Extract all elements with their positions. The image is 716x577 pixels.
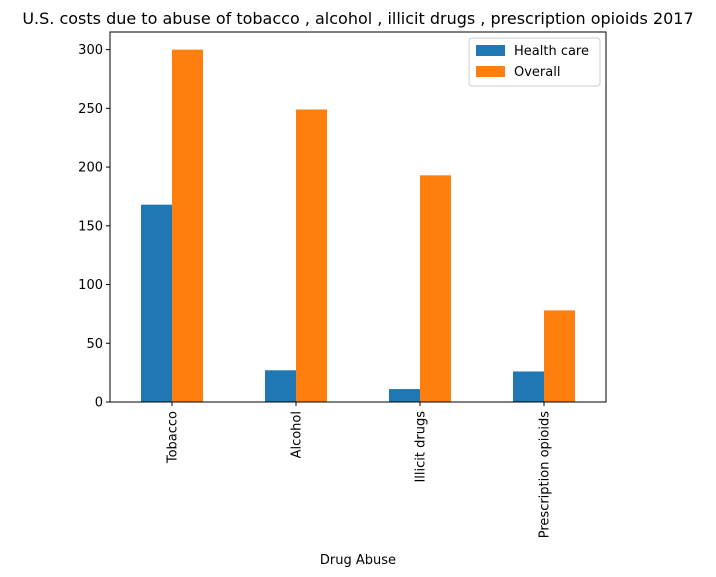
chart-title: U.S. costs due to abuse of tobacco , alc… — [22, 9, 693, 28]
y-tick-label: 0 — [95, 396, 103, 411]
y-tick-label: 300 — [78, 43, 103, 58]
y-tick-label: 250 — [78, 102, 103, 117]
x-tick-label-prescription-opioids: Prescription opioids — [538, 411, 553, 538]
legend-label-health-care: Health care — [514, 44, 589, 59]
x-axis: Tobacco Alcohol Illicit drugs Prescription … — [166, 402, 553, 538]
bar-health-care-illicit-drugs — [389, 389, 420, 402]
bar-overall-prescription-opioids — [544, 310, 575, 402]
x-tick-label-illicit-drugs: Illicit drugs — [414, 411, 429, 483]
legend-swatch-overall — [476, 66, 505, 77]
y-axis: 0 50 100 150 200 250 300 — [78, 43, 110, 411]
legend: Health care Overall — [468, 37, 601, 87]
bar-health-care-prescription-opioids — [513, 371, 544, 402]
bar-overall-tobacco — [172, 49, 203, 402]
x-tick-label-alcohol: Alcohol — [290, 411, 305, 458]
y-tick-label: 50 — [86, 337, 103, 352]
bar-overall-illicit-drugs — [420, 175, 451, 402]
y-tick-label: 100 — [78, 278, 103, 293]
x-axis-label: Drug Abuse — [320, 553, 396, 568]
plot-frame — [109, 31, 607, 403]
bar-overall-alcohol — [296, 109, 327, 403]
y-tick-label: 150 — [78, 219, 103, 234]
y-tick-label: 200 — [78, 161, 103, 176]
x-tick-label-tobacco: Tobacco — [166, 411, 181, 464]
bars-group — [141, 49, 575, 403]
bar-health-care-alcohol — [265, 370, 296, 402]
legend-swatch-health-care — [476, 45, 505, 56]
bar-health-care-tobacco — [141, 204, 172, 402]
legend-label-overall: Overall — [514, 65, 560, 80]
